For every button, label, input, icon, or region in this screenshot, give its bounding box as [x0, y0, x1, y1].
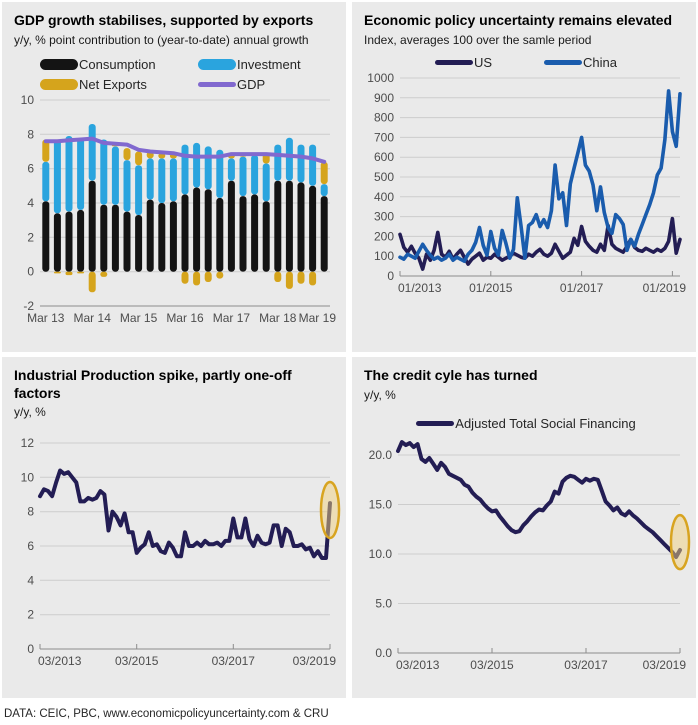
svg-text:Mar 15: Mar 15: [120, 311, 158, 325]
epu-chart-title: Economic policy uncertainty remains elev…: [364, 12, 673, 28]
svg-text:5.0: 5.0: [375, 596, 392, 610]
svg-text:-2: -2: [23, 299, 34, 313]
svg-text:03/2013: 03/2013: [396, 658, 440, 672]
gdp-chart-legend: Consumption Investment Net Exports GDP: [40, 57, 338, 92]
epu-lines-chart: 0 100 200 300 400 500 600 700 800 900 1000 01/2013 0…: [367, 71, 687, 295]
svg-text:6: 6: [27, 539, 34, 553]
svg-text:800: 800: [374, 110, 394, 124]
industrial-production-chart: 0 2 4 6 8 10 12 03/2013 03/2015 03/2017 03/2019: [21, 436, 341, 668]
svg-text:2: 2: [27, 230, 34, 244]
panel-gdp-growth: GDP growth stabilises, supported by expo…: [2, 2, 346, 352]
legend-swatch: [434, 59, 473, 65]
tsf-chart: 0.0 5.0 10.0 15.0 20.0 03/2013 03/2015 03/2017 0…: [369, 439, 691, 672]
svg-text:12: 12: [21, 436, 35, 450]
svg-text:8: 8: [27, 505, 34, 519]
panel-credit-cycle: The credit cyle has turned y/y, % Adjust…: [352, 357, 696, 698]
svg-text:100: 100: [374, 249, 394, 263]
svg-text:Mar 18: Mar 18: [259, 311, 297, 325]
credit-chart-subtitle: y/y, %: [364, 387, 396, 402]
svg-text:Mar 13: Mar 13: [27, 311, 65, 325]
gdp-chart-title: GDP growth stabilises, supported by expo…: [14, 12, 314, 28]
gdp-chart-subtitle: y/y, % point contribution to (year-to-da…: [14, 32, 309, 47]
legend-entry-investment: Investment: [198, 57, 338, 72]
svg-text:600: 600: [374, 150, 394, 164]
legend-swatch: [198, 81, 236, 87]
svg-text:0: 0: [387, 269, 394, 283]
svg-text:4: 4: [27, 573, 34, 587]
svg-text:03/2017: 03/2017: [212, 654, 256, 668]
data-source-note: DATA: CEIC, PBC, www.economicpolicyuncer…: [4, 708, 329, 720]
svg-text:6: 6: [27, 161, 34, 175]
panel-policy-uncertainty: Economic policy uncertainty remains elev…: [352, 2, 696, 352]
gdp-contributions-chart: -2 0 2 4 6 8 10 Mar 13 Mar 14 Mar 15 Mar 16 Mar 17 M…: [21, 93, 337, 325]
legend-label: Adjusted Total Social Financing: [455, 415, 636, 431]
svg-text:2: 2: [27, 608, 34, 622]
svg-text:03/2017: 03/2017: [564, 658, 608, 672]
svg-text:10.0: 10.0: [369, 547, 393, 561]
svg-text:300: 300: [374, 209, 394, 223]
svg-text:03/2015: 03/2015: [470, 658, 514, 672]
highlight-ellipse: [669, 513, 691, 570]
svg-text:4: 4: [27, 196, 34, 210]
svg-text:10: 10: [21, 470, 35, 484]
legend-label: US: [473, 54, 493, 70]
ip-chart-title: Industrial Production spike, partly one-…: [14, 367, 292, 401]
legend-swatch: [40, 78, 78, 90]
legend-entry-consumption: Consumption: [40, 57, 198, 72]
legend-label: Net Exports: [79, 76, 147, 92]
svg-text:01/2013: 01/2013: [398, 281, 442, 295]
svg-text:200: 200: [374, 229, 394, 243]
svg-text:03/2015: 03/2015: [115, 654, 159, 668]
svg-text:0.0: 0.0: [375, 646, 392, 660]
svg-text:0: 0: [27, 264, 34, 278]
svg-text:0: 0: [27, 642, 34, 656]
svg-text:Mar 17: Mar 17: [213, 311, 251, 325]
svg-text:Mar 14: Mar 14: [74, 311, 112, 325]
svg-text:01/2015: 01/2015: [469, 281, 513, 295]
legend-label: Consumption: [79, 56, 156, 72]
svg-text:01/2017: 01/2017: [560, 281, 604, 295]
legend-label: GDP: [237, 76, 266, 92]
legend-swatch: [40, 58, 78, 70]
legend-entry-gdp: GDP: [198, 77, 338, 92]
epu-chart-subtitle: Index, averages 100 over the samle perio…: [364, 32, 592, 47]
ip-chart-subtitle: y/y, %: [14, 405, 46, 419]
svg-text:700: 700: [374, 130, 394, 144]
legend-swatch: [198, 58, 236, 70]
svg-text:400: 400: [374, 189, 394, 203]
legend-entry-adjusted-total-social-financing: Adjusted Total Social Financing: [416, 415, 636, 431]
svg-text:03/2013: 03/2013: [38, 654, 82, 668]
svg-text:1000: 1000: [367, 71, 394, 85]
legend-entry-china: China: [544, 55, 617, 70]
legend-entry-us: US: [434, 54, 493, 70]
legend-label: Investment: [237, 56, 301, 72]
legend-swatch: [416, 420, 455, 426]
svg-text:15.0: 15.0: [369, 497, 393, 511]
legend-swatch: [544, 59, 583, 65]
svg-text:Mar 16: Mar 16: [166, 311, 204, 325]
svg-text:8: 8: [27, 127, 34, 141]
svg-text:03/2019: 03/2019: [643, 658, 687, 672]
svg-text:01/2019: 01/2019: [643, 281, 687, 295]
legend-label: China: [583, 54, 618, 70]
panel-industrial-production: Industrial Production spike, partly one-…: [2, 357, 346, 698]
highlight-ellipse: [319, 480, 341, 540]
credit-chart-legend: Adjusted Total Social Financing: [364, 416, 688, 431]
legend-entry-net-exports: Net Exports: [40, 77, 198, 92]
svg-text:500: 500: [374, 170, 394, 184]
credit-chart-title: The credit cyle has turned: [364, 367, 538, 383]
svg-text:20.0: 20.0: [369, 448, 393, 462]
epu-chart-legend: US China: [364, 55, 688, 70]
svg-text:10: 10: [21, 93, 35, 107]
svg-text:900: 900: [374, 90, 394, 104]
svg-text:03/2019: 03/2019: [293, 654, 337, 668]
chart-grid: GDP growth stabilises, supported by expo…: [2, 2, 696, 698]
svg-text:Mar 19: Mar 19: [299, 311, 337, 325]
